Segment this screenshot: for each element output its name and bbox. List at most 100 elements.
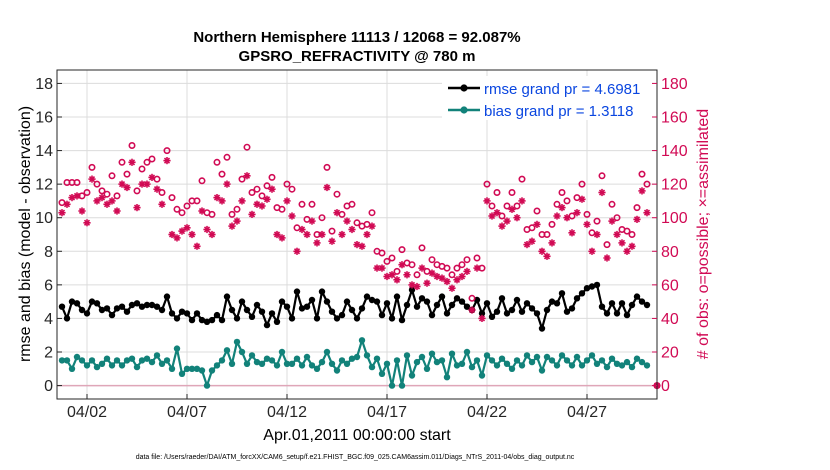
possible-obs-point xyxy=(218,170,226,178)
assimilated-obs-point xyxy=(293,247,301,255)
asterisk-stroke xyxy=(178,228,186,235)
asterisk-stroke xyxy=(188,231,196,238)
asterisk-stroke xyxy=(333,209,341,216)
x-tick-label: 04/07 xyxy=(167,404,207,421)
asterisk-stroke xyxy=(528,238,536,245)
asterisk-stroke xyxy=(458,273,466,280)
bias-point xyxy=(118,362,126,369)
assimilated-obs-point xyxy=(308,217,316,225)
assimilated-obs-point xyxy=(188,230,196,239)
asterisk-stroke xyxy=(158,201,166,208)
asterisk-stroke xyxy=(558,204,566,211)
rmse-point xyxy=(453,295,461,302)
assimilated-obs-point xyxy=(578,195,586,203)
possible-obs-point xyxy=(238,175,246,183)
bias-point xyxy=(218,357,226,364)
bias-point xyxy=(363,352,371,359)
assimilated-obs-point xyxy=(118,180,126,188)
right-tick-label: 120 xyxy=(661,177,688,194)
bias-point xyxy=(88,357,96,364)
bias-point xyxy=(453,362,461,369)
assimilated-obs-point xyxy=(513,214,521,222)
asterisk-stroke xyxy=(538,248,546,255)
rmse-point xyxy=(133,300,141,307)
rmse-point xyxy=(58,303,66,310)
rmse-point xyxy=(343,298,351,305)
rmse-point xyxy=(293,288,301,295)
asterisk-stroke xyxy=(568,229,576,236)
rmse-point xyxy=(493,308,501,315)
rmse-point xyxy=(478,310,486,317)
assimilated-obs-point xyxy=(238,197,246,205)
asterisk-stroke xyxy=(168,231,176,238)
rmse-point xyxy=(273,318,281,325)
assimilated-obs-point xyxy=(413,282,421,291)
asterisk-stroke xyxy=(418,264,426,272)
bias-point xyxy=(583,357,591,364)
assimilated-obs-point xyxy=(563,214,571,222)
assimilated-obs-point xyxy=(343,217,351,225)
asterisk-stroke xyxy=(328,238,336,245)
assimilated-obs-point xyxy=(558,204,566,212)
assimilated-obs-point xyxy=(273,230,281,239)
asterisk-stroke xyxy=(213,194,221,201)
bias-series xyxy=(58,337,651,389)
rmse-point xyxy=(588,283,596,290)
asterisk-stroke xyxy=(498,223,506,230)
possible-obs-point xyxy=(138,165,146,173)
asterisk-stroke xyxy=(378,264,386,272)
rmse-point xyxy=(538,325,546,332)
rmse-point xyxy=(638,298,646,305)
possible-obs-point xyxy=(578,180,586,188)
possible-obs-point xyxy=(408,261,416,269)
right-tick-label: 40 xyxy=(661,311,679,328)
assimilated-obs-point xyxy=(183,224,191,232)
possible-obs-point xyxy=(253,185,261,193)
assimilated-obs-point xyxy=(243,172,251,180)
assimilated-obs-point xyxy=(283,197,291,205)
x-axis-ticks: 04/02 04/07 04/12 04/17 04/22 04/27 xyxy=(67,394,607,421)
legend-entry-rmse: rmse grand pr = 4.6981 xyxy=(448,81,640,98)
rmse-point xyxy=(218,316,226,324)
rmse-point xyxy=(138,303,146,310)
data-file-footer: data file: /Users/raeder/DAI/ATM_forcXX/… xyxy=(136,454,575,461)
rmse-point xyxy=(373,298,381,305)
assimilated-obs-point xyxy=(548,239,556,247)
assimilated-obs-point xyxy=(258,202,266,210)
bias-point xyxy=(523,352,531,359)
right-tick-label: 60 xyxy=(661,277,679,294)
bias-point xyxy=(378,370,386,377)
asterisk-stroke xyxy=(308,217,316,225)
assimilated-obs-point xyxy=(388,271,396,279)
assimilated-obs-point xyxy=(418,264,426,272)
rmse-point xyxy=(388,315,396,322)
bias-point xyxy=(223,347,231,354)
asterisk-stroke xyxy=(398,261,406,268)
assimilated-obs-point xyxy=(363,230,371,239)
bias-point xyxy=(113,357,121,364)
possible-obs-point xyxy=(128,142,136,150)
possible-obs-point xyxy=(638,170,646,178)
assimilated-obs-point xyxy=(213,194,221,202)
assimilated-obs-point xyxy=(398,261,406,269)
bias-point xyxy=(203,382,211,389)
asterisk-stroke xyxy=(373,264,381,272)
assimilated-obs-point xyxy=(368,222,376,230)
x-tick-label: 04/27 xyxy=(567,404,607,421)
possible-obs-point xyxy=(413,271,421,279)
bias-point xyxy=(293,355,301,362)
asterisk-stroke xyxy=(423,280,431,287)
rmse-point xyxy=(93,300,101,307)
assimilated-obs-point xyxy=(598,188,606,197)
rmse-point xyxy=(623,311,631,319)
x-axis-label: Apr.01,2011 00:00:00 start xyxy=(263,427,451,444)
possible-obs-point xyxy=(348,200,356,208)
rmse-point xyxy=(598,303,606,310)
bias-point xyxy=(338,357,346,364)
possible-obs-point xyxy=(158,189,166,197)
possible-obs-point xyxy=(628,231,636,239)
asterisk-stroke xyxy=(138,181,146,188)
assimilated-obs-point xyxy=(313,239,321,247)
assimilated-obs-point xyxy=(303,230,311,239)
